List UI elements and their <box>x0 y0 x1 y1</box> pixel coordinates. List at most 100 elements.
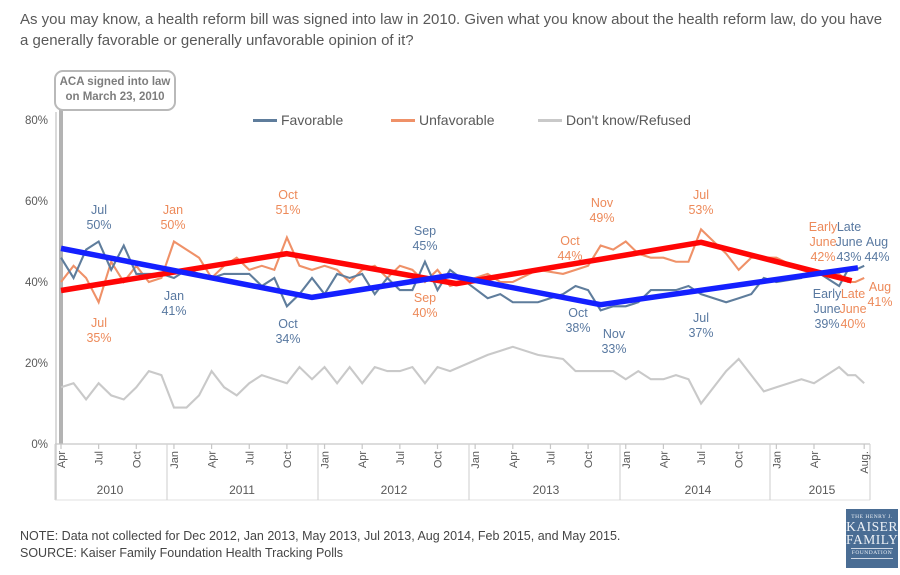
note-text: NOTE: Data not collected for Dec 2012, J… <box>20 529 621 543</box>
data-callout-line: 50% <box>86 218 112 232</box>
data-callout-unfavorable: Jul 53% <box>688 188 713 218</box>
source-text: SOURCE: Kaiser Family Foundation Health … <box>20 546 344 560</box>
data-callout-line: Sep <box>413 224 437 238</box>
x-tick-label: Jul <box>545 451 557 465</box>
data-callout-favorable: Jan 41% <box>161 289 186 319</box>
data-callout-line: 45% <box>412 239 438 253</box>
logo-top-text: THE HENRY J. <box>851 514 893 520</box>
data-callout-unfavorable: Oct 44% <box>557 234 582 264</box>
year-label: 2012 <box>381 483 408 497</box>
x-tick-label: Oct <box>282 451 294 468</box>
y-tick-label: 60% <box>25 196 48 208</box>
data-callout-line: June <box>839 302 867 316</box>
note-source-block: NOTE: Data not collected for Dec 2012, J… <box>20 528 620 562</box>
y-tick-label: 0% <box>31 439 48 451</box>
data-callout-line: Late <box>836 220 862 234</box>
data-callout-unfavorable: Jul 35% <box>86 316 111 346</box>
data-callout-line: 51% <box>275 203 301 217</box>
logo-divider <box>851 558 893 559</box>
data-callout-line: Jul <box>693 188 709 202</box>
data-callout-line: 41% <box>867 295 893 309</box>
x-tick-label: Apr <box>508 451 520 468</box>
data-callout-line: Nov <box>602 327 626 341</box>
x-tick-label: Apr <box>809 451 821 468</box>
x-tick-label: Oct <box>583 451 595 468</box>
logo-kaiser-text: KAISER <box>846 519 898 534</box>
data-callout-favorable: Oct 38% <box>565 306 590 336</box>
data-callout-line: Oct <box>278 317 298 331</box>
chart-question-title: As you may know, a health reform bill wa… <box>20 11 883 49</box>
data-callout-line: 38% <box>565 321 591 335</box>
aca-annotation-box: ACA signed into law on March 23, 2010 <box>54 70 176 111</box>
legend-label: Favorable <box>281 112 344 128</box>
data-callout-line: Oct <box>278 188 298 202</box>
data-callout-unfavorable: Sep 40% <box>412 291 437 321</box>
year-label: 2015 <box>809 483 836 497</box>
x-tick-label: Aug. <box>859 451 871 474</box>
data-callout-line: June <box>809 235 837 249</box>
data-callout-line: 40% <box>840 317 866 331</box>
year-label: 2013 <box>533 483 560 497</box>
data-callout-line: 43% <box>836 250 862 264</box>
series-line-don-t-know-refused <box>60 345 865 409</box>
year-label: 2014 <box>685 483 712 497</box>
x-tick-label: Jan <box>771 451 783 469</box>
data-callout-favorable: Jul 50% <box>86 203 111 233</box>
data-callout-line: Oct <box>560 234 580 248</box>
data-callout-unfavorable: Late June 40% <box>839 287 866 332</box>
data-callout-line: 40% <box>412 306 438 320</box>
legend-swatch <box>253 118 277 122</box>
kaiser-family-foundation-logo: THE HENRY J. KAISER FAMILY FOUNDATION <box>846 509 898 568</box>
data-callout-line: Aug <box>865 235 889 249</box>
legend-item-unfavorable: Unfavorable <box>391 112 495 128</box>
data-callout-unfavorable: Oct 51% <box>275 188 300 218</box>
data-callout-line: Early <box>808 220 838 234</box>
x-tick-label: Jan <box>621 451 633 469</box>
data-callout-line: 35% <box>86 331 112 345</box>
data-callout-line: 33% <box>601 342 627 356</box>
data-callout-line: Jul <box>693 311 709 325</box>
data-callout-line: Late <box>840 287 866 301</box>
data-callout-line: Jul <box>91 203 107 217</box>
x-tick-label: Oct <box>131 451 143 468</box>
x-tick-label: Oct <box>734 451 746 468</box>
x-tick-label: Jul <box>94 451 106 465</box>
data-callout-line: Early <box>812 287 842 301</box>
data-callout-favorable: Late June 43% <box>835 220 862 265</box>
data-callout-line: 53% <box>688 203 714 217</box>
logo-bottom-text: FOUNDATION <box>851 550 893 556</box>
data-callout-favorable: Sep 45% <box>412 224 437 254</box>
x-tick-label: Jul <box>244 451 256 465</box>
legend-label: Don't know/Refused <box>566 112 691 128</box>
y-tick-label: 20% <box>25 358 48 370</box>
x-tick-label: Jan <box>169 451 181 469</box>
data-callout-line: 44% <box>864 250 890 264</box>
legend-swatch <box>391 118 415 122</box>
data-callout-line: Aug <box>868 280 892 294</box>
legend-label: Unfavorable <box>419 112 495 128</box>
data-callout-line: Nov <box>590 196 614 210</box>
year-label: 2010 <box>97 483 124 497</box>
x-tick-label: Apr <box>207 451 219 468</box>
data-callout-line: Jul <box>91 316 107 330</box>
data-callout-line: Sep <box>413 291 437 305</box>
data-callout-line: 37% <box>688 326 714 340</box>
favorable-trend <box>60 245 859 308</box>
data-callout-line: 34% <box>275 332 301 346</box>
data-callout-line: Oct <box>568 306 588 320</box>
data-callout-line: June <box>835 235 863 249</box>
data-callout-line: Jan <box>163 289 185 303</box>
data-callout-line: Jan <box>162 203 184 217</box>
aca-annotation-line2: on March 23, 2010 <box>65 91 165 103</box>
x-tick-label: Apr <box>658 451 670 468</box>
data-callout-favorable: Nov 33% <box>601 327 626 357</box>
legend-item-don-t-know-refused: Don't know/Refused <box>538 112 691 128</box>
data-callout-favorable: Oct 34% <box>275 317 300 347</box>
x-tick-label: Jan <box>470 451 482 469</box>
logo-divider <box>851 548 893 549</box>
data-callout-favorable: Aug 44% <box>864 235 889 265</box>
data-callout-line: 42% <box>810 250 836 264</box>
data-callout-line: 44% <box>557 249 583 263</box>
data-callout-favorable: Early June 39% <box>813 287 841 332</box>
